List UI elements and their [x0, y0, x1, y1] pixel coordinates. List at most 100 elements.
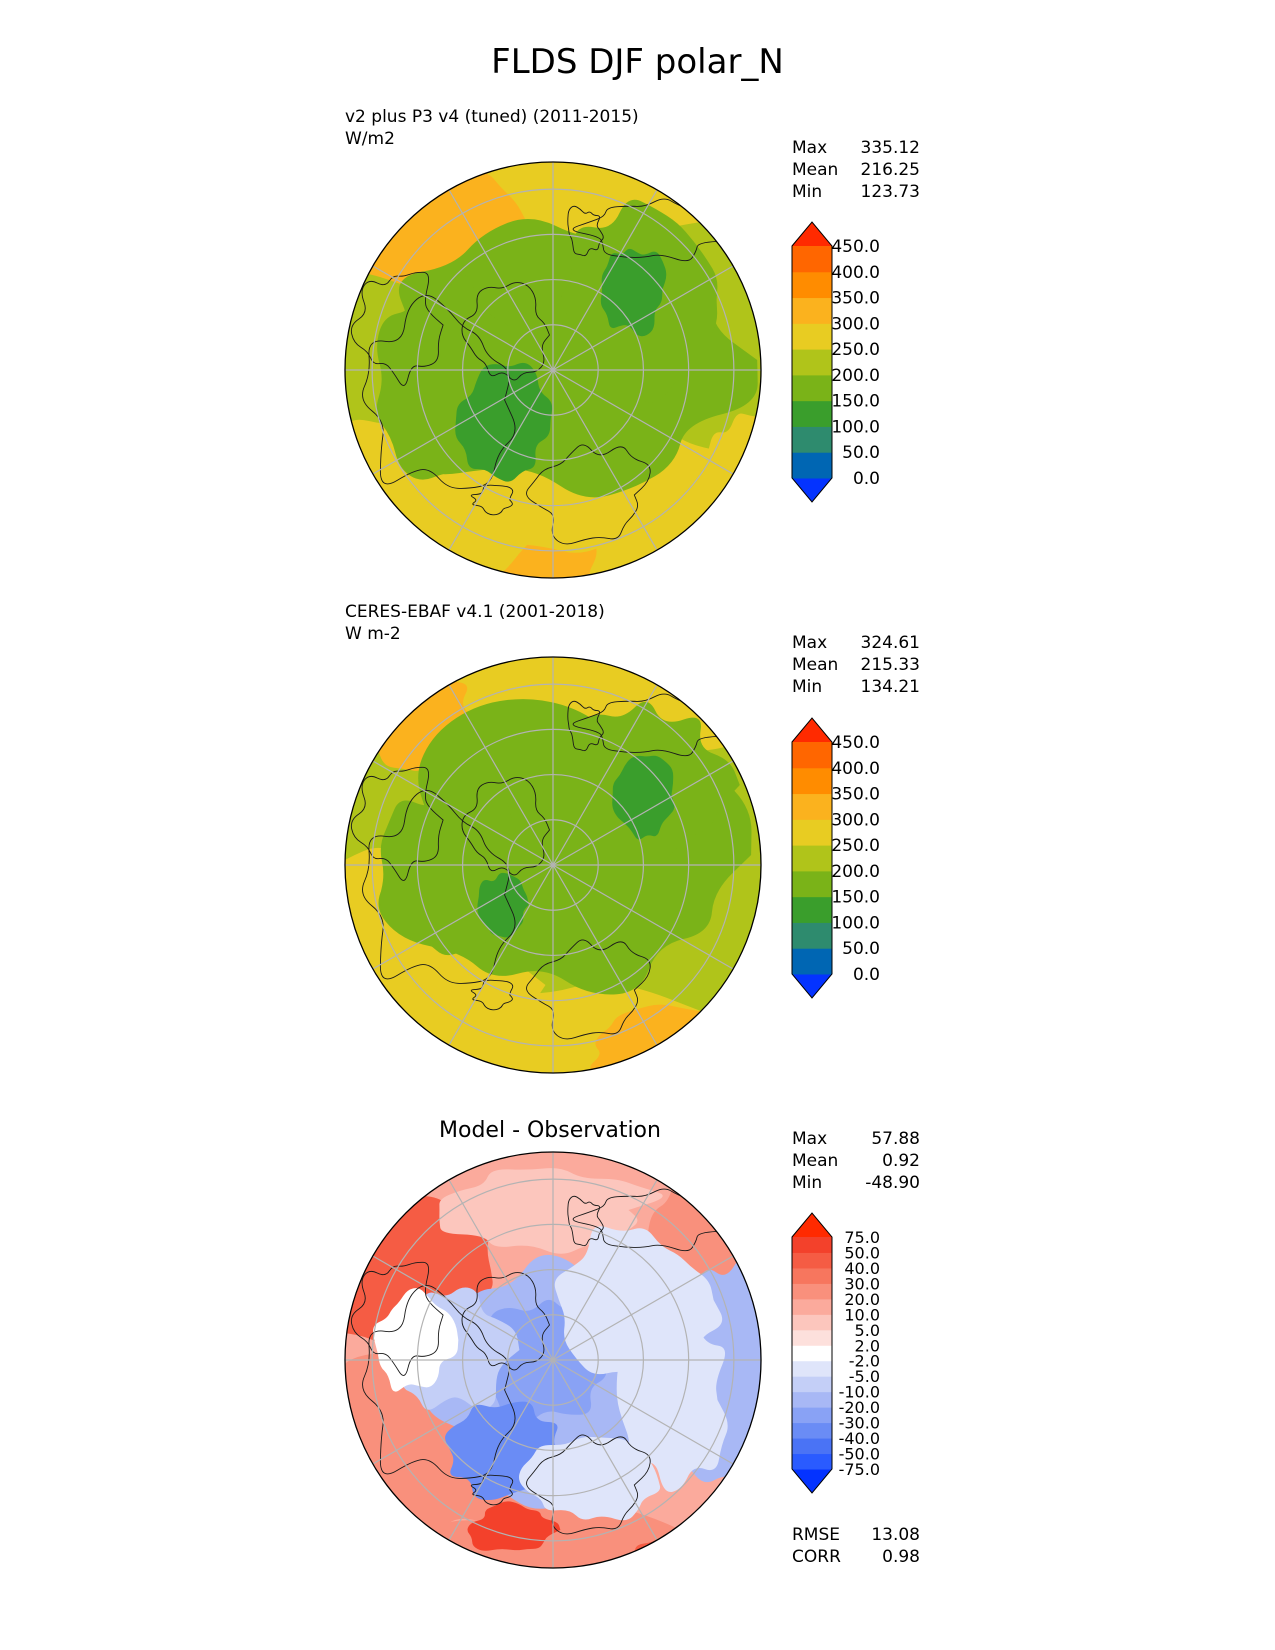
colorbar-segment [792, 896, 832, 923]
map-boundary [344, 656, 762, 1074]
colorbar-segment [792, 793, 832, 820]
test-label-line1: v2 plus P3 v4 (tuned) (2011-2015) [345, 107, 639, 127]
figure-title: FLDS DJF polar_N [491, 42, 784, 82]
meridian-line [448, 189, 554, 371]
colorbar-tick-label: 200.0 [831, 366, 880, 386]
land-outline-kamchatka [567, 700, 604, 752]
land-outline-north-america [350, 1261, 444, 1376]
difference-title: Model - Observation [439, 1118, 661, 1143]
test-stats: Max 335.12 Mean 216.25 Min 123.73 [792, 137, 920, 203]
colorbar-tick-label: 5.0 [855, 1321, 880, 1340]
colorbar-tick-label: 0.0 [853, 469, 880, 489]
colorbar-tick-label: 50.0 [842, 443, 880, 463]
colorbar-segment [792, 323, 832, 350]
colorbar-segment [792, 452, 832, 479]
meridian-line [552, 760, 734, 866]
meridian-line [448, 369, 554, 551]
difference-metrics: RMSE 13.08 CORR 0.98 [792, 1524, 920, 1568]
land-outline-greenland [362, 1285, 516, 1479]
map-boundary [344, 161, 762, 579]
stat-row-max: Max 335.12 [792, 138, 920, 158]
test-label-line2: W/m2 [345, 129, 395, 149]
test-colorbar: 450.0 400.0 350.0 300.0 250.0 200.0 150.0 100.0… [791, 221, 880, 503]
land-outline-scandinavia [526, 1434, 651, 1535]
land-outline-scandinavia [526, 939, 651, 1040]
colorbar-tick-label: 20.0 [844, 1290, 880, 1309]
stat-row-min: Min 134.21 [792, 677, 920, 697]
reference-polar-map [344, 656, 762, 1074]
colorbar-outline [791, 221, 833, 503]
meridian-line [552, 1359, 658, 1541]
colorbar-tick-label: -50.0 [839, 1445, 880, 1464]
colorbar-extend-max [792, 222, 832, 246]
metric-row-rmse: RMSE 13.08 [792, 1525, 920, 1545]
colorbar-outline [791, 717, 833, 999]
colorbar-tick-label: 40.0 [844, 1259, 880, 1278]
land-outline-kamchatka [567, 1195, 604, 1247]
colorbar-segment [792, 948, 832, 975]
colorbar-segment [792, 400, 832, 427]
colorbar-tick-label: -40.0 [839, 1429, 880, 1448]
colorbar-extend-min [792, 974, 832, 998]
colorbar-tick-label: 300.0 [831, 314, 880, 334]
colorbar-segment [792, 246, 832, 273]
colorbar-segment [792, 1252, 832, 1269]
test-polar-map [344, 161, 762, 579]
land-outline-greenland [362, 295, 516, 489]
meridian-line [552, 189, 658, 371]
colorbar-extend-max [792, 1213, 832, 1237]
difference-colorbar: 75.050.040.030.020.010.05.02.0-2.0-5.0-1… [791, 1212, 880, 1494]
colorbar-segment [792, 1453, 832, 1470]
colorbar-segment [792, 819, 832, 846]
map-boundary [344, 1151, 762, 1569]
land-outline-siberia [572, 693, 739, 757]
colorbar-segment [792, 1267, 832, 1284]
meridian-line [552, 864, 658, 1046]
colorbar-tick-label: 250.0 [831, 340, 880, 360]
reference-stats: Max 324.61 Mean 215.33 Min 134.21 [792, 632, 920, 698]
colorbar-extend-min [792, 478, 832, 502]
meridian-line [552, 1179, 658, 1361]
colorbar-tick-label: 200.0 [831, 862, 880, 882]
colorbar-tick-label: 30.0 [844, 1274, 880, 1293]
metric-row-corr: CORR 0.98 [792, 1547, 920, 1567]
colorbar-extend-min [792, 1469, 832, 1493]
colorbar-segment [792, 1360, 832, 1377]
colorbar-tick-label: 0.0 [853, 965, 880, 985]
field-region [612, 755, 675, 840]
reference-label-line2: W m-2 [345, 624, 401, 644]
colorbar-outline [791, 1212, 833, 1494]
colorbar-segment [792, 374, 832, 402]
colorbar-tick-label: 400.0 [831, 263, 880, 283]
meridian-line [372, 265, 554, 371]
land-outline-north-america [350, 766, 444, 881]
field-region [455, 362, 553, 482]
colorbar-segment [792, 426, 832, 453]
land-outline-greenland [362, 790, 516, 984]
colorbar-tick-label: 150.0 [831, 392, 880, 412]
colorbar-tick-label: 450.0 [831, 237, 880, 257]
land-outline-iceland [470, 979, 514, 1011]
colorbar-segment [792, 1283, 832, 1300]
field-region [467, 1501, 561, 1551]
land-outline-iceland [470, 484, 514, 516]
stat-row-min: Min -48.90 [792, 1173, 920, 1193]
colorbar-tick-label: -10.0 [839, 1383, 880, 1402]
colorbar-segment [792, 767, 832, 795]
stat-row-min: Min 123.73 [792, 182, 920, 202]
colorbar-tick-label: 2.0 [855, 1336, 880, 1355]
meridian-line [372, 1255, 554, 1361]
field-region [518, 1436, 661, 1521]
colorbar-tick-label: 350.0 [831, 785, 880, 805]
meridian-line [448, 1359, 554, 1541]
colorbar-tick-label: 50.0 [842, 939, 880, 959]
colorbar-segment [792, 922, 832, 949]
land-outline-siberia [572, 1188, 739, 1252]
land-outline-arctic-archipelago [461, 282, 551, 381]
colorbar-segment [792, 297, 832, 324]
colorbar-tick-label: 10.0 [844, 1305, 880, 1324]
reference-colorbar: 450.0 400.0 350.0 300.0 250.0 200.0 150.0 100.0… [791, 717, 880, 999]
colorbar-tick-label: -75.0 [839, 1460, 880, 1479]
land-outline-arctic-archipelago [461, 777, 551, 876]
colorbar-tick-label: 100.0 [831, 913, 880, 933]
